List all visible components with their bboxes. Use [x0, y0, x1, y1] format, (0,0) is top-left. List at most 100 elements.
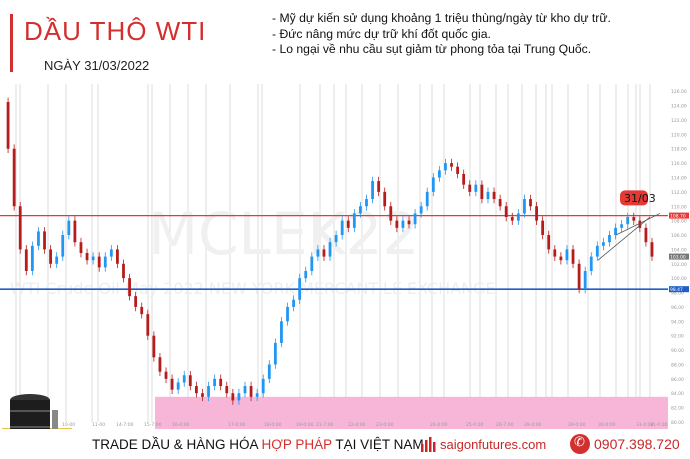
candle-body — [109, 249, 113, 257]
candle-body — [6, 101, 10, 149]
candle-body — [377, 181, 381, 192]
y-tick-label: 84.00 — [671, 391, 684, 397]
candle-body — [389, 206, 393, 221]
y-tick-label: 88.00 — [671, 362, 684, 368]
news-notes: - Mỹ dự kiến sử dụng khoảng 1 triệu thùn… — [272, 11, 611, 58]
candle-body — [450, 163, 453, 167]
candle-body — [620, 224, 624, 228]
candle-body — [401, 220, 405, 228]
candle-body — [523, 199, 526, 214]
x-tick-label: 17-0:00 — [228, 422, 246, 428]
trendline-upper — [615, 213, 661, 236]
candle-body — [535, 206, 538, 221]
candle-body — [176, 382, 180, 390]
candle-body — [255, 393, 259, 397]
candle-body — [498, 199, 502, 207]
candle-body — [510, 217, 514, 221]
candle-body — [638, 220, 642, 228]
candle-body — [365, 199, 368, 207]
candle-body — [18, 206, 22, 250]
candle-body — [164, 371, 168, 379]
candle-body — [188, 375, 192, 387]
candle-body — [468, 184, 472, 192]
bar-chart-icon — [421, 437, 436, 452]
candle-body — [492, 191, 496, 200]
candle-body — [431, 177, 435, 192]
phone-icon — [570, 434, 590, 454]
x-tick-label: 31-0:00 — [650, 422, 668, 428]
y-tick-label: 100.00 — [671, 276, 687, 282]
y-tick-label: 110.00 — [671, 204, 687, 210]
y-tick-label: 96.00 — [671, 305, 684, 311]
candle-body — [116, 249, 119, 264]
candle-body — [158, 357, 162, 372]
phone-number[interactable]: 0907.398.720 — [594, 436, 680, 452]
candle-body — [322, 249, 326, 257]
y-tick-label: 80.00 — [671, 420, 684, 426]
report-date: NGÀY 31/03/2022 — [44, 58, 150, 73]
candle-body — [589, 256, 593, 271]
y-tick-label: 90.00 — [671, 348, 684, 354]
candle-body — [37, 231, 40, 246]
candle-body — [371, 181, 374, 200]
candle-body — [571, 249, 575, 264]
trendline-lower — [597, 216, 651, 261]
candle-body — [280, 321, 283, 343]
candle-body — [286, 306, 289, 322]
candle-body — [602, 242, 605, 246]
candle-body — [316, 249, 320, 257]
candle-body — [298, 278, 302, 300]
candle-body — [97, 256, 101, 268]
candle-body — [650, 242, 654, 257]
candle-body — [79, 242, 83, 253]
candle-body — [456, 166, 460, 174]
slogan-part-3: TẠI VIỆT NAM — [331, 437, 424, 452]
candle-body — [122, 263, 125, 279]
x-tick-label: 28-0:00 — [524, 422, 542, 428]
candle-body — [304, 270, 308, 279]
candle-body — [340, 220, 344, 236]
x-tick-label: 18-0:00 — [264, 422, 282, 428]
candle-body — [608, 235, 611, 243]
y-tick-label: 106.00 — [671, 233, 687, 239]
website-link[interactable]: saigonfutures.com — [440, 437, 547, 452]
candle-body — [395, 220, 399, 228]
resistance-price-label-bg — [669, 212, 689, 219]
y-tick-label: 120.00 — [671, 132, 687, 138]
y-tick-label: 102.00 — [671, 262, 687, 268]
candle-body — [146, 314, 150, 336]
candle-body — [24, 249, 28, 271]
candle-body — [565, 249, 569, 261]
candle-body — [334, 235, 338, 243]
resistance-price-label: 108.70 — [670, 214, 686, 220]
candle-body — [504, 206, 508, 218]
note-1: - Mỹ dự kiến sử dụng khoảng 1 triệu thùn… — [272, 11, 611, 25]
candle-body — [407, 220, 411, 225]
candle-body — [49, 249, 52, 264]
candle-body — [30, 245, 34, 271]
candle-body — [529, 199, 532, 207]
slogan-part-1: TRADE DẦU & HÀNG HÓA — [92, 437, 262, 452]
candle-body — [541, 220, 545, 236]
price-chart: 126.00 124.00 122.00 120.00 118.00 116.00 114.… — [0, 84, 690, 437]
x-tick-label: 22-0:00 — [348, 422, 366, 428]
y-tick-label: 92.00 — [671, 334, 684, 340]
slogan-highlight: HỢP PHÁP — [261, 437, 332, 452]
candle-body — [577, 263, 581, 289]
y-tick-label: 104.00 — [671, 247, 687, 253]
candle-body — [140, 306, 144, 315]
candle-body — [486, 191, 490, 200]
candle-body — [474, 184, 478, 192]
candle-body — [516, 213, 520, 221]
y-tick-label: 86.00 — [671, 377, 684, 383]
note-2: - Đức nâng mức dự trữ khí đốt quốc gia. — [272, 26, 491, 41]
date-annotation-badge — [620, 190, 648, 206]
candle-body — [553, 249, 557, 257]
y-tick-label: 94.00 — [671, 319, 684, 325]
y-tick-label: 108.00 — [671, 219, 687, 225]
footer: TRADE DẦU & HÀNG HÓA HỢP PHÁP TẠI VIỆT N… — [0, 429, 690, 459]
x-tick-label: 29-0:00 — [568, 422, 586, 428]
y-tick-label: 82.00 — [671, 406, 684, 412]
y-tick-label: 114.00 — [671, 175, 687, 181]
y-tick-label: 116.00 — [671, 161, 687, 167]
